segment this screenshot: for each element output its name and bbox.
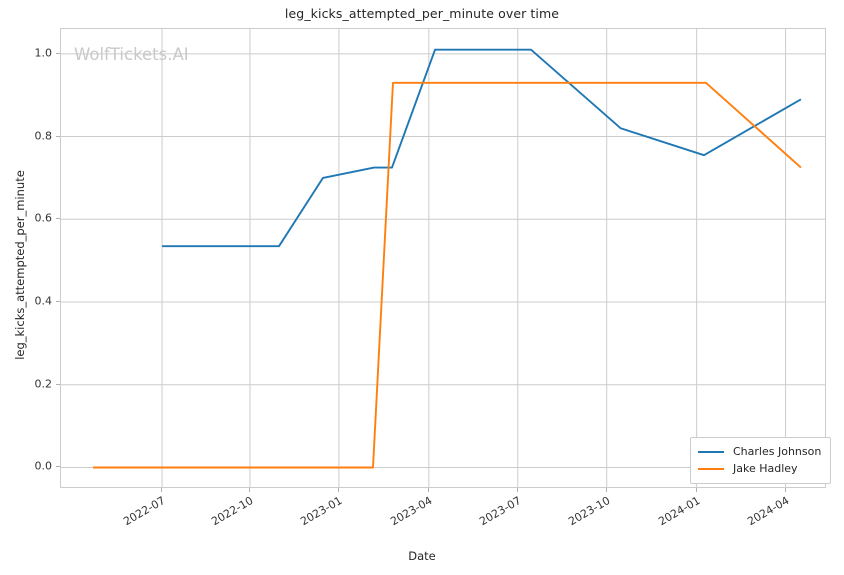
y-tick-mark-0.2: [56, 383, 60, 385]
x-tick-mark-2023-04: [427, 488, 429, 492]
y-tick-label-0.6: 0.6: [34, 211, 53, 225]
chart-title: leg_kicks_attempted_per_minute over time: [284, 6, 560, 21]
y-tick-label-0.4: 0.4: [34, 294, 53, 308]
series-line-jake-hadley: [93, 81, 802, 469]
y-tick-mark-0.0: [56, 466, 60, 468]
y-tick-label-1.0: 1.0: [34, 46, 53, 60]
legend-swatch-icon: [698, 467, 724, 470]
y-tick-mark-0.6: [56, 218, 60, 220]
x-tick-mark-2023-10: [605, 488, 607, 492]
x-tick-mark-2022-07: [161, 488, 163, 492]
x-tick-mark-2023-07: [516, 488, 518, 492]
vertical-gridlines: [161, 29, 787, 487]
x-tick-mark-2022-10: [248, 488, 250, 492]
y-tick-label-0.0: 0.0: [34, 459, 53, 473]
x-tick-mark-2023-01: [337, 488, 339, 492]
legend-label: Charles Johnson: [733, 445, 822, 458]
y-tick-label-0.8: 0.8: [34, 129, 53, 143]
plot-svg: [61, 29, 825, 487]
y-tick-mark-1.0: [56, 52, 60, 54]
legend-item-jake-hadley[interactable]: Jake Hadley: [698, 460, 824, 477]
legend-swatch-icon: [698, 450, 724, 453]
x-tick-mark-2024-01: [695, 488, 697, 492]
y-tick-mark-0.4: [56, 301, 60, 303]
legend-label: Jake Hadley: [733, 462, 798, 475]
y-tick-label-0.2: 0.2: [34, 377, 53, 391]
y-axis-ticks: 0.0 0.2 0.4 0.6 0.8 1.0: [0, 0, 60, 575]
x-tick-mark-2024-04: [784, 488, 786, 492]
series-lines: [93, 48, 802, 469]
series-line-charles-johnson: [162, 48, 802, 248]
legend-item-charles-johnson[interactable]: Charles Johnson: [698, 443, 824, 460]
x-axis-label: Date: [408, 549, 436, 563]
y-tick-mark-0.8: [56, 135, 60, 137]
chart-legend: Charles Johnson Jake Hadley: [690, 437, 831, 484]
